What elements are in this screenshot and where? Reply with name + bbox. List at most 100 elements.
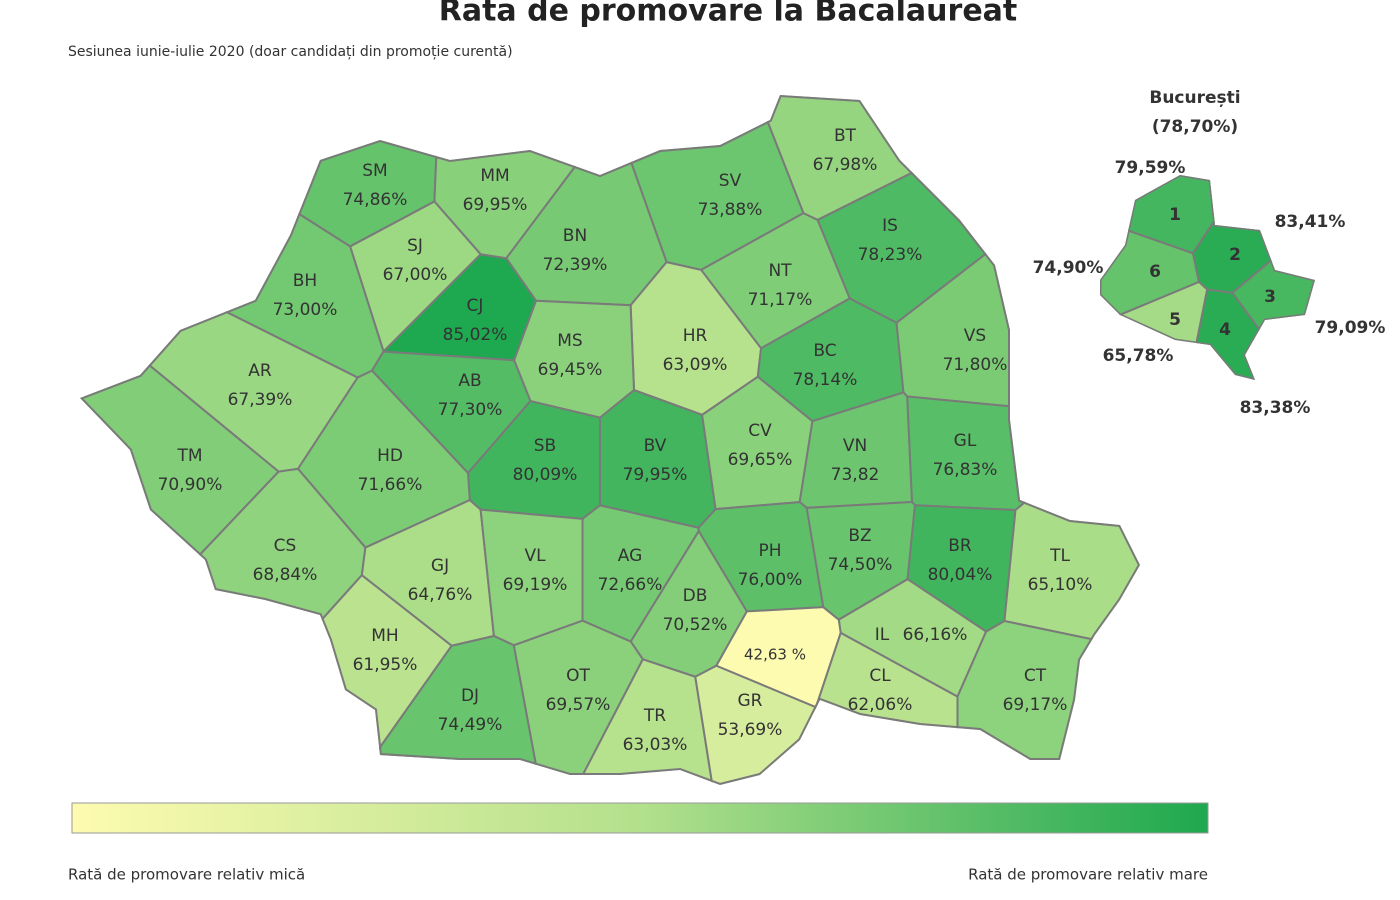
sector-number: 6 xyxy=(1149,262,1161,282)
county-code: CV xyxy=(748,421,772,441)
county-code: AR xyxy=(248,361,272,381)
county-code: MM xyxy=(480,166,509,186)
county-code: BT xyxy=(834,126,857,146)
county-code: VN xyxy=(843,436,867,456)
county-value: 80,09% xyxy=(513,465,578,485)
county-code: CS xyxy=(274,536,297,556)
county-value: 78,14% xyxy=(793,370,858,390)
county-code: SB xyxy=(534,436,556,456)
sector-value: 79,59% xyxy=(1115,158,1186,178)
county-code: BN xyxy=(563,226,587,246)
county-code: MS xyxy=(557,331,582,351)
county-value: 78,23% xyxy=(858,245,923,265)
sector-value: 83,38% xyxy=(1240,398,1311,418)
title: Rata de promovare la Bacalaureat xyxy=(439,0,1018,29)
county-value: 69,45% xyxy=(538,360,603,380)
sector-number: 1 xyxy=(1169,205,1181,225)
county-value: 63,09% xyxy=(663,355,728,375)
sector-labels: 1 79,59% 2 83,41% 3 79,09% 4 83,38% 5 65,78% 6 74,9… xyxy=(1033,158,1386,418)
county-code: AG xyxy=(618,546,643,566)
county-code: BR xyxy=(948,536,972,556)
county-code: OT xyxy=(566,666,590,686)
county-labels: SM 74,86% MM 69,95% BT 67,98% SV 73,88% SJ 67,00%… xyxy=(158,126,1093,755)
county-value: 76,00% xyxy=(738,570,803,590)
county-value: 67,00% xyxy=(383,265,448,285)
county-code: GJ xyxy=(431,556,449,576)
county-code: HD xyxy=(377,446,403,466)
sector-value: 79,09% xyxy=(1315,318,1386,338)
county-code: TM xyxy=(176,446,202,466)
county-code: AB xyxy=(458,371,481,391)
county-value: 70,52% xyxy=(663,615,728,635)
county-value: 74,50% xyxy=(828,555,893,575)
county-code: GR xyxy=(738,691,763,711)
county-value: 70,90% xyxy=(158,475,223,495)
sector-value: 65,78% xyxy=(1103,346,1174,366)
county-value: 77,30% xyxy=(438,400,503,420)
county-value: 67,98% xyxy=(813,155,878,175)
county-code: CT xyxy=(1024,666,1047,686)
county-value: 68,84% xyxy=(253,565,318,585)
legend-low: Rată de promovare relativ mică xyxy=(68,866,305,884)
county-code: PH xyxy=(758,541,781,561)
county-value: 65,10% xyxy=(1028,575,1093,595)
county-code: IS xyxy=(882,216,898,236)
county xyxy=(956,619,1140,785)
county-value: 71,17% xyxy=(748,290,813,310)
county-code: BZ xyxy=(848,526,871,546)
county-code: IL xyxy=(875,625,890,645)
county-value: 69,17% xyxy=(1003,695,1068,715)
inset-total: (78,70%) xyxy=(1152,117,1238,137)
county-value: 42,63 % xyxy=(744,646,806,664)
county-value: 69,57% xyxy=(546,695,611,715)
county-code: DJ xyxy=(461,686,479,706)
sector-number: 4 xyxy=(1219,320,1231,340)
sector-number: 5 xyxy=(1169,310,1181,330)
subtitle: Sesiunea iunie-iulie 2020 (doar candidaț… xyxy=(68,44,513,60)
bucharest-inset xyxy=(1100,175,1315,380)
county-code: DB xyxy=(683,586,708,606)
sector-value: 83,41% xyxy=(1275,212,1346,232)
county xyxy=(1003,310,1140,705)
sector xyxy=(1100,201,1201,346)
county-value: 73,00% xyxy=(273,300,338,320)
legend-high: Rată de promovare relativ mare xyxy=(968,866,1208,884)
county-value: 74,49% xyxy=(438,715,503,735)
county-code: NT xyxy=(768,261,792,281)
county-value: 80,04% xyxy=(928,565,993,585)
county-code: MH xyxy=(371,626,398,646)
county-value: 76,83% xyxy=(933,460,998,480)
county-value: 61,95% xyxy=(353,655,418,675)
sector-number: 2 xyxy=(1229,245,1241,265)
bucharest-outline xyxy=(1100,175,1315,380)
county-code: SJ xyxy=(407,236,423,256)
county-code: VL xyxy=(524,546,546,566)
county-value: 66,16% xyxy=(903,625,968,645)
county-value: 73,82 xyxy=(831,465,880,485)
county-code: TL xyxy=(1049,546,1070,566)
county-value: 74,86% xyxy=(343,190,408,210)
county-value: 69,19% xyxy=(503,575,568,595)
county-code: SM xyxy=(362,161,387,181)
county-code: BC xyxy=(813,341,836,361)
sector-value: 74,90% xyxy=(1033,258,1104,278)
county-value: 72,66% xyxy=(598,575,663,595)
county-value: 53,69% xyxy=(718,720,783,740)
county-code: HR xyxy=(683,326,708,346)
county-value: 85,02% xyxy=(443,325,508,345)
county-code: CJ xyxy=(467,296,484,316)
county-value: 69,95% xyxy=(463,195,528,215)
inset-title: București xyxy=(1149,88,1240,108)
county-value: 64,76% xyxy=(408,585,473,605)
county-code: CL xyxy=(869,666,891,686)
county-value: 72,39% xyxy=(543,255,608,275)
county-value: 73,88% xyxy=(698,200,763,220)
county-value: 63,03% xyxy=(623,735,688,755)
sector-number: 3 xyxy=(1264,287,1276,307)
county-code: VS xyxy=(964,326,986,346)
county-code: GL xyxy=(954,431,977,451)
county-code: TR xyxy=(643,706,666,726)
county-value: 62,06% xyxy=(848,695,913,715)
legend-gradient xyxy=(71,802,1209,834)
